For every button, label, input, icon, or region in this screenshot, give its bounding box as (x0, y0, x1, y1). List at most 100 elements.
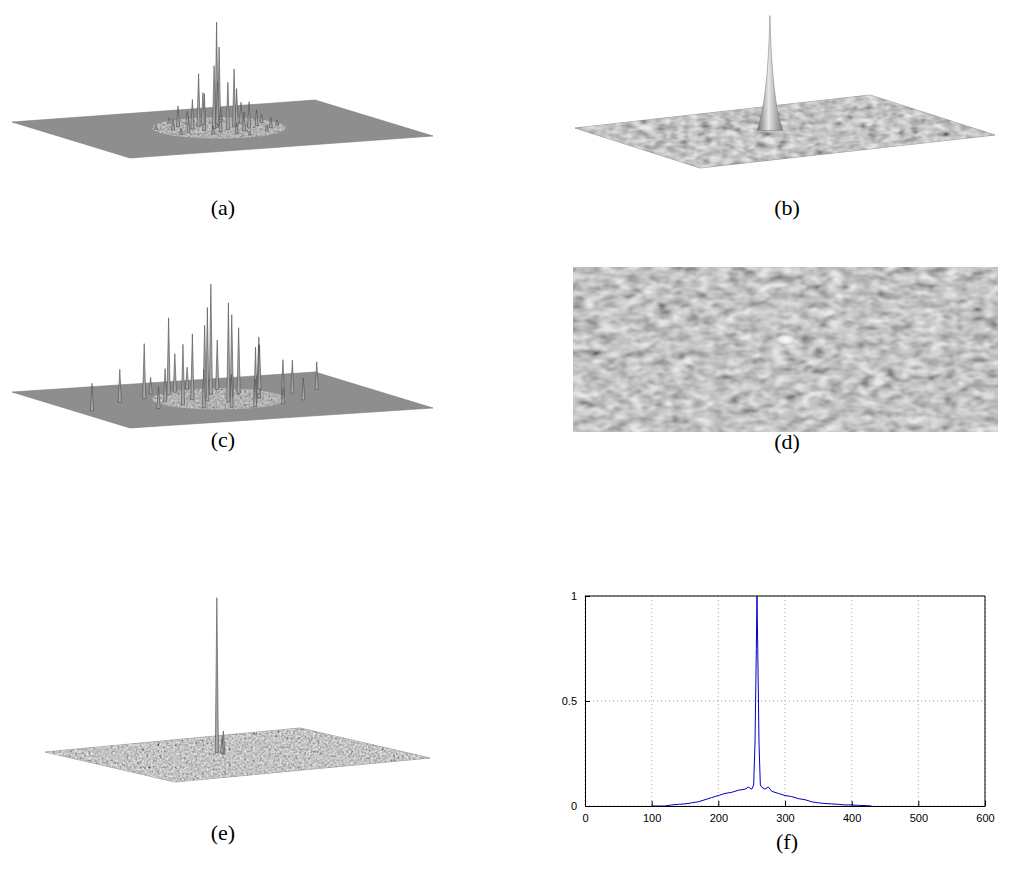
tick: 400 (843, 801, 861, 824)
tick: 100 (643, 801, 661, 824)
plot-area (652, 596, 872, 806)
panel-label: (f) (776, 829, 798, 854)
surface-panel (575, 15, 995, 168)
spikes (90, 284, 318, 411)
surface-texture (575, 95, 995, 168)
grid-line-x (985, 596, 986, 806)
spike (242, 112, 245, 131)
surface-panel (12, 22, 433, 158)
spike (226, 82, 229, 129)
panel-label: (c) (211, 427, 235, 452)
grid-line-x (851, 596, 852, 806)
spike (227, 303, 230, 402)
tick: 200 (710, 801, 728, 824)
grid (585, 596, 985, 806)
tick-label: 500 (910, 812, 928, 824)
spike (248, 131, 251, 135)
tick-mark (585, 701, 590, 702)
panel-label: (e) (211, 820, 235, 845)
surface-panel (45, 598, 430, 782)
tick-mark (918, 801, 919, 806)
spike (180, 128, 183, 134)
spike (219, 115, 222, 119)
spike (157, 387, 160, 409)
spike (282, 387, 285, 404)
panel-label: (b) (774, 195, 800, 220)
spike (235, 89, 238, 126)
spike (143, 344, 146, 399)
tick-label: 1 (571, 590, 577, 602)
tick: 300 (776, 801, 794, 824)
tick-label: 0 (582, 812, 588, 824)
spike (181, 344, 184, 405)
tick-mark (652, 801, 653, 806)
tick: 500 (910, 801, 928, 824)
surface-plane (12, 100, 433, 158)
spike (191, 334, 194, 400)
spike (202, 369, 205, 408)
spike (265, 125, 268, 131)
spike (257, 345, 260, 395)
surface-plane (575, 95, 995, 168)
spike (219, 109, 222, 122)
spike (168, 118, 171, 123)
figure: (a)(b)(c)(d)(e)010020030040050060000.51(… (0, 0, 1010, 874)
spike (201, 93, 204, 125)
tick: 0.5 (562, 695, 590, 707)
grid-line-y (585, 596, 985, 597)
spike (315, 362, 318, 390)
spike (269, 117, 272, 128)
spikes (757, 15, 783, 130)
panel-label: (d) (774, 429, 800, 454)
tick-label: 600 (976, 812, 994, 824)
spike (173, 354, 176, 393)
surface-plane (45, 728, 430, 782)
tick-mark (585, 806, 590, 807)
spike (186, 111, 189, 124)
grid-line-x (651, 596, 652, 806)
surface-panel (12, 284, 433, 428)
spike (191, 100, 194, 129)
spike (215, 598, 218, 753)
y-axis: 00.51 (562, 590, 590, 812)
spike (219, 109, 222, 132)
spike (248, 102, 251, 128)
surface-texture (152, 388, 285, 409)
spike (258, 345, 261, 389)
spike (255, 110, 258, 126)
spike (212, 66, 215, 129)
spike (235, 123, 238, 134)
spike (118, 369, 121, 402)
spike (155, 125, 158, 129)
tick-label: 300 (776, 812, 794, 824)
spike (230, 374, 233, 407)
tick: 0 (571, 800, 590, 812)
tick-label: 0.5 (562, 695, 577, 707)
spike (757, 15, 783, 130)
spike (239, 102, 242, 123)
spikes (155, 22, 279, 135)
tick-label: 100 (643, 812, 661, 824)
spikes (215, 598, 225, 755)
spike (209, 284, 212, 394)
image-ground (573, 267, 998, 432)
image-panel (573, 267, 998, 432)
spike (302, 378, 305, 400)
spike (211, 126, 214, 134)
image-texture (573, 267, 998, 432)
x-axis: 0 100 200 300 400 500 600 (582, 801, 994, 824)
spike (254, 379, 257, 407)
spike (220, 738, 223, 754)
spike (167, 318, 170, 395)
spike (176, 106, 179, 127)
spike (171, 119, 174, 130)
plot-background (585, 596, 985, 806)
frame-right (985, 596, 986, 806)
tick-label: 200 (710, 812, 728, 824)
spike (216, 82, 219, 124)
data-line (652, 596, 872, 806)
tick-mark (785, 801, 786, 806)
spike (216, 340, 219, 390)
tick-mark (718, 801, 719, 806)
panel-label: (a) (211, 195, 235, 220)
